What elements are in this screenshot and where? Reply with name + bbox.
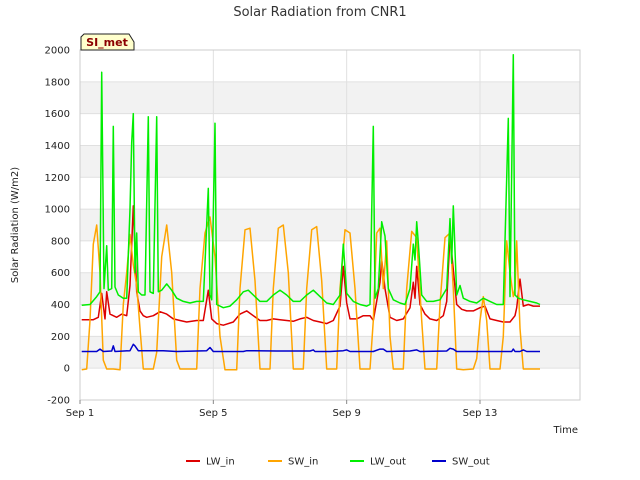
y-tick-label: 600 [51,268,70,279]
y-tick-label: 200 [51,332,70,343]
x-tick-label: Sep 13 [463,408,498,419]
y-axis-label: Solar Radiation (W/m2) [10,167,21,283]
plot-band [80,145,580,178]
x-tick-label: Sep 5 [199,408,227,419]
x-tick-label: Sep 9 [332,408,360,419]
legend-label: SW_in [288,457,318,468]
y-tick-label: 400 [51,300,70,311]
plot-band [80,177,580,210]
legend-label: SW_out [452,457,490,468]
series-line-sw-in [81,216,540,371]
y-axis-ticks: -200 0 200 400 600 800 1000 1200 1400 1600 1800 200… [45,46,70,407]
plot-band [80,336,580,369]
series-lines [81,54,541,371]
series-line-sw-out [81,343,540,353]
y-tick-label: -200 [47,396,70,407]
x-tick-label: Sep 1 [66,408,94,419]
y-tick-label: 0 [64,364,70,375]
x-axis-label: Time [553,425,578,436]
y-tick-label: 800 [51,236,70,247]
plot-band [80,113,580,146]
badge-shape [80,33,135,51]
y-tick-label: 2000 [45,46,70,57]
legend-label: LW_out [370,457,406,468]
plot-band [80,209,580,241]
y-tick-label: 1200 [45,173,70,184]
legend: LW_in SW_in LW_out SW_out [186,457,490,468]
plot-band [80,81,580,114]
y-tick-label: 1400 [45,141,70,152]
y-tick-label: 1600 [45,109,70,120]
plot-band [80,368,580,400]
station-badge: SI_met [80,33,135,51]
badge-label: SI_met [86,36,128,49]
series-line-lw-out [81,54,541,309]
x-axis-ticks: Sep 1 Sep 5 Sep 9 Sep 13 [66,400,498,419]
plot-band [80,50,580,82]
series-line-lw-in [81,205,540,326]
legend-label: LW_in [206,457,235,468]
y-tick-label: 1000 [45,205,70,216]
plot-frame [79,49,581,401]
y-tick-label: 1800 [45,77,70,88]
plot-bands [80,50,580,400]
chart-title: Solar Radiation from CNR1 [233,5,406,20]
